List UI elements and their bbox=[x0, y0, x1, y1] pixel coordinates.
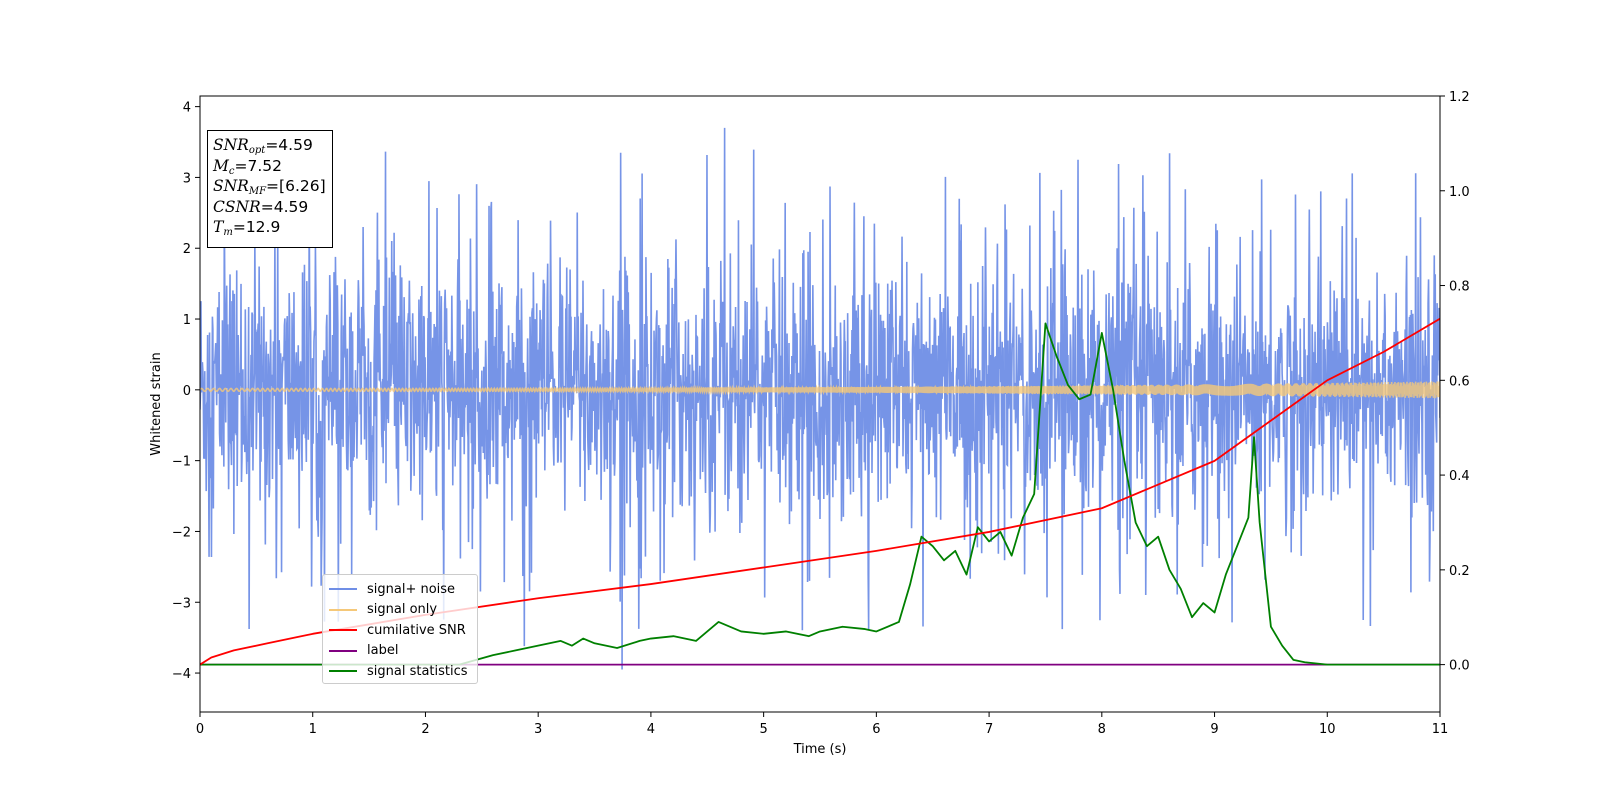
y-tick-label-right: 0.4 bbox=[1449, 469, 1470, 484]
legend-item-label: label bbox=[329, 641, 471, 662]
info-box: SNRopt=4.59 Mc=7.52 SNRMF=[6.26] CSNR=4.… bbox=[207, 130, 333, 248]
y-tick-label-left: 0 bbox=[183, 384, 191, 399]
legend: signal+ noise signal only cumilative SNR… bbox=[322, 574, 478, 684]
legend-item-signal-statistics: signal statistics bbox=[329, 661, 471, 682]
y-tick-label-left: 4 bbox=[183, 101, 191, 116]
plot-frame bbox=[199, 95, 1441, 713]
info-tm: Tm=12.9 bbox=[213, 218, 281, 238]
info-snr-opt: SNRopt=4.59 bbox=[213, 136, 313, 156]
y-axis-right: 0.0 0.2 0.4 0.6 0.8 1.0 1.2 bbox=[1440, 90, 1470, 674]
y-tick-label-right: 0.8 bbox=[1449, 280, 1470, 295]
series-cumulative-snr bbox=[200, 317, 1440, 666]
x-tick-label: 6 bbox=[872, 722, 880, 737]
y-tick-label-left: 1 bbox=[183, 313, 191, 328]
info-mc: Mc=7.52 bbox=[213, 156, 282, 177]
x-tick-label: 4 bbox=[647, 722, 655, 737]
x-tick-label: 0 bbox=[196, 722, 204, 737]
info-csnr: CSNR=4.59 bbox=[213, 197, 309, 216]
x-tick-label: 2 bbox=[421, 722, 429, 737]
x-tick-label: 8 bbox=[1098, 722, 1106, 737]
legend-item-signal-only: signal only bbox=[329, 600, 471, 621]
y-tick-label-left: 3 bbox=[183, 171, 191, 186]
legend-swatch bbox=[329, 649, 357, 652]
x-tick-label: 9 bbox=[1210, 722, 1218, 737]
series-signal-statistics bbox=[200, 322, 1440, 666]
legend-swatch bbox=[329, 670, 357, 673]
info-snr-mf: SNRMF=[6.26] bbox=[213, 177, 326, 197]
y-tick-label-right: 1.2 bbox=[1449, 90, 1470, 105]
y-tick-label-right: 0.2 bbox=[1449, 564, 1470, 579]
y-tick-label-left: 2 bbox=[183, 242, 191, 257]
legend-item-cumulative-snr: cumilative SNR bbox=[329, 620, 471, 641]
y-tick-label-right: 0.0 bbox=[1449, 659, 1470, 674]
x-tick-label: 3 bbox=[534, 722, 542, 737]
y-tick-label-right: 0.6 bbox=[1449, 374, 1470, 389]
series-signal-only bbox=[200, 381, 1440, 399]
y-tick-label-left: −2 bbox=[172, 525, 191, 540]
y-tick-label-left: −4 bbox=[172, 667, 191, 682]
x-axis-label: Time (s) bbox=[793, 742, 847, 757]
x-tick-label: 10 bbox=[1319, 722, 1336, 737]
y-tick-label-right: 1.0 bbox=[1449, 185, 1470, 200]
series-signal-noise bbox=[200, 127, 1440, 670]
x-tick-label: 1 bbox=[309, 722, 317, 737]
x-axis: 0 1 2 3 4 5 6 7 8 9 10 11 bbox=[196, 712, 1448, 737]
legend-swatch bbox=[329, 608, 357, 611]
legend-swatch bbox=[329, 629, 357, 632]
legend-swatch bbox=[329, 588, 357, 591]
y-axis-left: −4 −3 −2 −1 0 1 2 3 4 bbox=[172, 101, 200, 682]
y-tick-label-left: −3 bbox=[172, 596, 191, 611]
y-tick-label-left: −1 bbox=[172, 455, 191, 470]
x-tick-label: 11 bbox=[1432, 722, 1449, 737]
y-axis-label: Whitened strain bbox=[149, 352, 164, 455]
x-tick-label: 7 bbox=[985, 722, 993, 737]
x-tick-label: 5 bbox=[759, 722, 767, 737]
legend-item-signal-noise: signal+ noise bbox=[329, 579, 471, 600]
